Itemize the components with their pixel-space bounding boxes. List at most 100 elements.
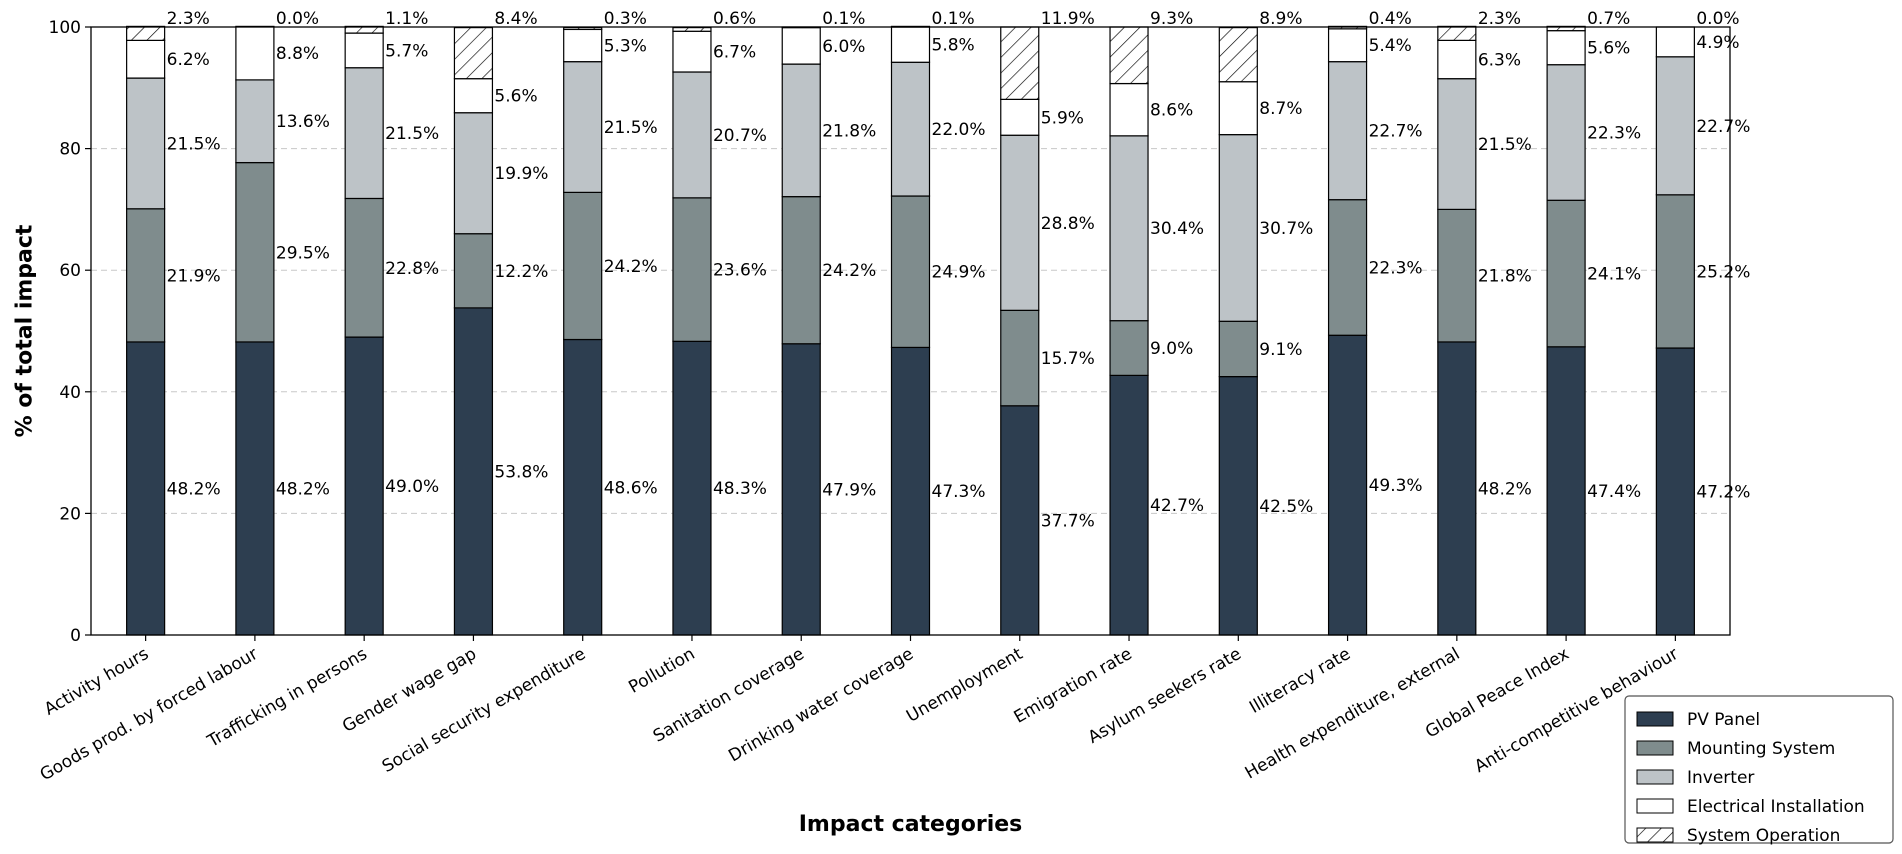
data-label: 5.8% — [932, 36, 975, 56]
data-label: 19.9% — [494, 164, 548, 184]
data-label: 21.8% — [1478, 267, 1532, 287]
data-label: 5.3% — [604, 37, 647, 57]
bar-segment-inverter — [235, 79, 275, 164]
bar-segment-inverter — [1327, 61, 1368, 201]
bar-segment-inverter — [563, 61, 603, 193]
bar-segment-inverter — [126, 77, 166, 210]
bar-segment-pv-panel — [1109, 374, 1149, 636]
bar-segment-pv-panel — [890, 346, 931, 636]
bar-segment-electrical-installation — [1109, 82, 1149, 137]
bar-segment-pv-panel — [1437, 341, 1477, 636]
bar-segment-inverter — [1437, 78, 1477, 211]
data-label: 8.9% — [1259, 9, 1302, 29]
data-label: 9.3% — [1150, 9, 1193, 29]
data-label: 11.9% — [1041, 9, 1095, 29]
data-label: 48.2% — [276, 479, 330, 499]
bar-segment-mounting-system — [453, 233, 494, 309]
bar-segment-inverter — [1655, 56, 1695, 196]
bar-segment-mounting-system — [1437, 208, 1477, 343]
bar-segment-mounting-system — [563, 191, 603, 341]
bar-segment-mounting-system — [235, 161, 275, 343]
y-tick-label: 40 — [59, 383, 81, 403]
bar-segment-pv-panel — [235, 341, 275, 636]
bar-segment-electrical-installation — [453, 78, 494, 114]
data-label: 28.8% — [1041, 214, 1095, 234]
bar-segment-system-operation — [1218, 27, 1258, 83]
data-label: 22.0% — [932, 120, 986, 140]
data-label: 5.9% — [1041, 108, 1084, 128]
x-tick-label: Unemployment — [903, 644, 1026, 727]
bar-segment-system-operation — [563, 27, 603, 31]
data-label: 0.0% — [1696, 9, 1739, 29]
data-label: 49.0% — [385, 477, 439, 497]
data-label: 6.0% — [822, 37, 865, 57]
data-label: 48.2% — [1478, 479, 1532, 499]
y-axis-title: % of total impact — [13, 224, 38, 437]
legend-swatch — [1636, 769, 1674, 785]
data-label: 2.3% — [167, 9, 210, 29]
data-label: 22.8% — [385, 259, 439, 279]
legend-swatch — [1636, 740, 1674, 756]
data-label: 0.3% — [604, 9, 647, 29]
data-label: 47.3% — [932, 482, 986, 502]
y-tick-label: 80 — [59, 140, 81, 160]
bar-segment-inverter — [1546, 64, 1586, 201]
data-labels: 48.2% 21.9% 21.5% 6.2% 2.3% 48.2% 29.5% 13.6% 8.… — [167, 9, 1751, 531]
bar-segment-electrical-installation — [1327, 28, 1368, 63]
data-label: 6.2% — [167, 50, 210, 70]
bar-segment-system-operation — [453, 27, 494, 80]
bar-segment-pv-panel — [1218, 376, 1258, 636]
bar-segment-mounting-system — [1546, 199, 1586, 348]
data-label: 48.3% — [713, 479, 767, 499]
x-tick-label: Activity hours — [41, 644, 152, 720]
data-label: 24.2% — [822, 261, 876, 281]
data-label: 42.5% — [1259, 497, 1313, 517]
data-label: 48.2% — [167, 479, 221, 499]
bar-segment-pv-panel — [672, 340, 712, 636]
data-label: 22.3% — [1587, 123, 1641, 143]
legend-label: System Operation — [1687, 826, 1840, 846]
data-label: 0.1% — [932, 9, 975, 29]
data-label: 47.4% — [1587, 482, 1641, 502]
data-label: 21.5% — [385, 124, 439, 144]
data-label: 2.3% — [1478, 9, 1521, 29]
data-label: 4.9% — [1696, 33, 1739, 53]
bar-segment-electrical-installation — [344, 32, 384, 69]
bar-segment-electrical-installation — [1655, 26, 1695, 58]
bar-segment-pv-panel — [1546, 346, 1586, 636]
bar-segment-mounting-system — [1109, 320, 1149, 376]
data-label: 20.7% — [713, 126, 767, 146]
bar-segment-inverter — [1218, 134, 1258, 322]
bar-segment-mounting-system — [1655, 194, 1695, 349]
bar-segment-inverter — [344, 67, 384, 200]
bar-segment-electrical-installation — [890, 26, 931, 63]
data-label: 12.2% — [494, 262, 548, 282]
bar-segment-mounting-system — [1000, 309, 1040, 407]
y-tick-label: 60 — [59, 261, 81, 281]
data-label: 6.7% — [713, 43, 756, 63]
y-tick-label: 100 — [49, 18, 81, 38]
bar-segment-electrical-installation — [672, 30, 712, 73]
x-tick-label: Social security expenditure — [379, 644, 589, 777]
legend-box — [1624, 695, 1894, 844]
bar-segment-system-operation — [1437, 25, 1477, 41]
data-label: 21.9% — [167, 266, 221, 286]
bar-segment-mounting-system — [672, 197, 712, 342]
legend-swatch — [1636, 711, 1674, 727]
data-label: 24.2% — [604, 257, 658, 277]
data-label: 24.1% — [1587, 265, 1641, 285]
bar-segment-inverter — [672, 71, 712, 199]
data-label: 5.4% — [1369, 36, 1412, 56]
data-label: 0.7% — [1587, 9, 1630, 29]
data-label: 1.1% — [385, 9, 428, 29]
data-label: 24.9% — [932, 263, 986, 283]
data-label: 0.4% — [1369, 9, 1412, 29]
legend-label: Mounting System — [1687, 739, 1835, 759]
data-label: 48.6% — [604, 478, 658, 498]
x-tick-label: Drinking water coverage — [725, 644, 917, 766]
bar-segment-pv-panel — [126, 341, 166, 636]
data-label: 9.0% — [1150, 339, 1193, 359]
bar-segment-system-operation — [126, 25, 166, 41]
legend-swatch — [1636, 827, 1674, 843]
data-label: 53.8% — [494, 462, 548, 482]
